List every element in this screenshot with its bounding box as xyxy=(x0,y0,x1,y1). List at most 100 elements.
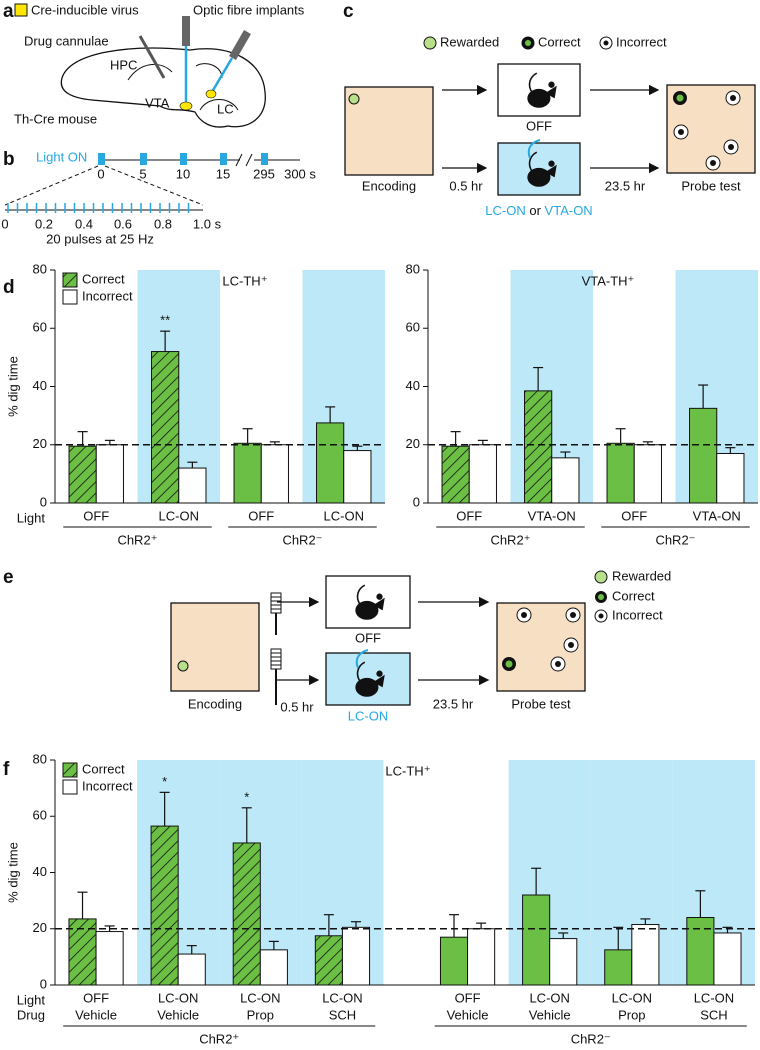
y-tick-label: 80 xyxy=(406,261,420,276)
virus-site xyxy=(205,89,217,99)
group-label: ChR2⁻ xyxy=(571,1031,611,1046)
row-label: Drug xyxy=(17,1007,45,1022)
significance: * xyxy=(244,789,249,804)
label: Light ON xyxy=(36,149,87,164)
bar xyxy=(260,444,289,504)
x-tick-label: LC-ON xyxy=(240,990,280,1005)
bar xyxy=(95,931,124,986)
bar xyxy=(468,444,497,504)
tick-label: 15 xyxy=(216,166,230,181)
fibre-implant xyxy=(182,16,190,46)
label: 0.5 hr xyxy=(280,699,314,714)
rewarded-site xyxy=(177,660,189,672)
panel-c: Rewarded Correct Incorrect Encoding OFF … xyxy=(344,34,756,218)
tick-label: 10 xyxy=(176,166,190,181)
x-tick-label: LC-ON xyxy=(322,990,362,1005)
bar xyxy=(150,825,179,986)
fibre xyxy=(210,57,234,93)
legend-marker xyxy=(525,40,531,46)
label: VTA xyxy=(145,95,170,110)
y-tick-label: 20 xyxy=(33,436,47,451)
bar xyxy=(314,935,343,986)
legend-label: Correct xyxy=(82,761,125,776)
bar xyxy=(316,422,345,504)
legend-swatch xyxy=(62,762,78,778)
legend-label: Rewarded xyxy=(440,34,499,49)
label: 0.5 hr xyxy=(449,178,483,193)
bar xyxy=(95,444,124,504)
panel-b: Light ON 0 5 10 15 295 300 s 0 0.2 0.4 0… xyxy=(1,149,316,246)
drug-label: Prop xyxy=(247,1007,274,1022)
x-tick-label: LC-ON xyxy=(612,990,652,1005)
tick-label: 295 xyxy=(253,166,275,181)
hippocampus xyxy=(127,64,173,81)
y-tick-label: 40 xyxy=(33,378,47,393)
legend-swatch xyxy=(62,779,78,795)
y-tick-label: 0 xyxy=(413,494,420,509)
y-tick-label: 60 xyxy=(406,320,420,335)
arena xyxy=(170,602,260,692)
bar xyxy=(467,928,496,986)
label: Encoding xyxy=(188,696,242,711)
tick-label: 1.0 s xyxy=(193,216,222,231)
tick-label: 0.4 xyxy=(75,216,93,231)
bar xyxy=(68,445,97,504)
y-tick-label: 60 xyxy=(33,320,47,335)
legend-marker xyxy=(598,594,604,600)
y-tick-label: 20 xyxy=(406,436,420,451)
x-tick-label: OFF xyxy=(455,990,481,1005)
fibre xyxy=(527,139,541,159)
panel-label: a xyxy=(3,1,14,22)
bar xyxy=(633,444,662,504)
tick-label: 0 xyxy=(97,166,104,181)
legend-label: Cre-inducible virus xyxy=(31,2,139,17)
fibre xyxy=(355,649,369,669)
panel-label: f xyxy=(3,759,10,780)
legend-marker xyxy=(603,40,609,46)
bar xyxy=(233,442,262,504)
x-tick-label: LC-ON xyxy=(694,990,734,1005)
x-tick-label: LC-ON xyxy=(529,990,569,1005)
legend-label: Rewarded xyxy=(612,568,671,583)
cannula-icon xyxy=(270,592,282,705)
label: LC xyxy=(217,101,234,116)
label: VTA-ON xyxy=(545,203,593,218)
bar xyxy=(232,842,261,986)
x-tick-label: OFF xyxy=(621,508,647,523)
legend-label: Incorrect xyxy=(616,34,667,49)
y-tick-label: 40 xyxy=(406,378,420,393)
label: Th-Cre mouse xyxy=(14,111,97,126)
bar xyxy=(178,467,207,504)
label: 23.5 hr xyxy=(433,696,474,711)
label: LC-ON xyxy=(348,708,388,723)
zoom-lines xyxy=(4,165,204,206)
brain-outline xyxy=(60,47,266,128)
bar xyxy=(604,949,633,986)
tick-label: 0.2 xyxy=(35,216,53,231)
bar xyxy=(631,924,660,986)
significance: ** xyxy=(160,313,170,328)
label: OFF xyxy=(526,118,552,133)
y-tick-label: 0 xyxy=(40,976,47,991)
rewarded-site xyxy=(348,93,360,105)
row-label: Light xyxy=(17,510,46,525)
legend-marker xyxy=(598,613,604,619)
legend-label: Incorrect xyxy=(612,607,663,622)
bar xyxy=(686,917,715,986)
chart-title: LC-TH⁺ xyxy=(222,273,267,288)
label: OFF xyxy=(355,630,381,645)
label: LC-ON xyxy=(485,203,525,218)
bar xyxy=(524,390,553,504)
fibre-implant xyxy=(229,30,251,60)
group-label: ChR2⁻ xyxy=(655,532,695,547)
x-tick-label: VTA-ON xyxy=(693,508,741,523)
panel-label: e xyxy=(3,567,14,588)
bar xyxy=(439,936,469,986)
x-tick-label: LC-ON xyxy=(159,508,199,523)
drug-label: Vehicle xyxy=(447,1007,489,1022)
caption: 20 pulses at 25 Hz xyxy=(46,231,154,246)
tick-label: 0.6 xyxy=(114,216,132,231)
y-tick-label: 80 xyxy=(33,751,47,766)
x-tick-label: LC-ON xyxy=(324,508,364,523)
